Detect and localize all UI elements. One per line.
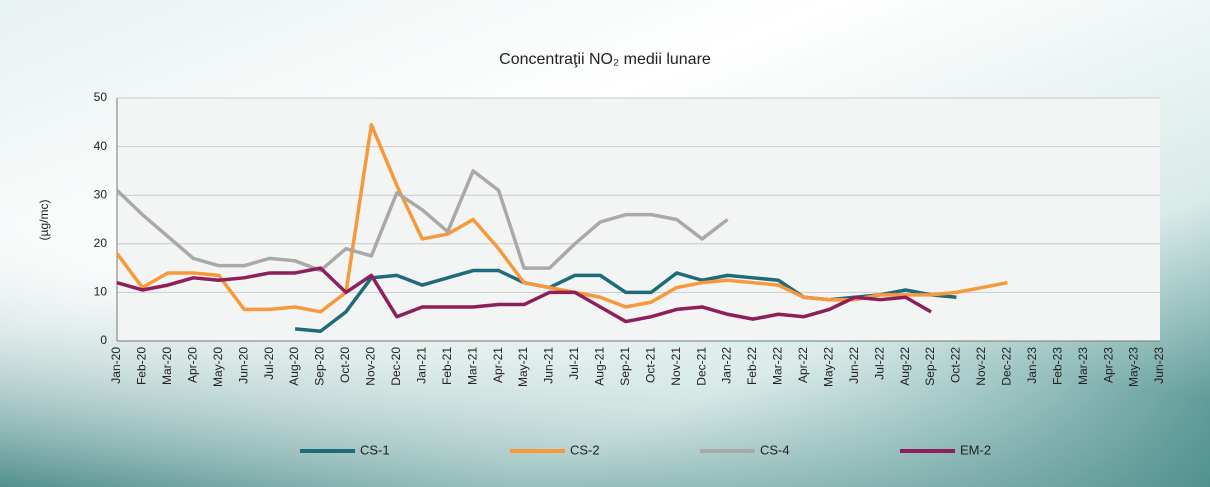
x-tick-label: Sep-20 (313, 347, 327, 386)
x-tick-label: Dec-22 (1000, 347, 1014, 386)
x-tick-label: Oct-22 (949, 347, 963, 383)
x-tick-label: Jun-21 (542, 347, 556, 384)
x-tick-label: Mar-23 (1076, 347, 1090, 385)
legend-label: CS-4 (760, 442, 790, 457)
x-tick-label: Apr-22 (796, 347, 810, 383)
x-tick-label: Jun-20 (236, 347, 250, 384)
x-tick-label: Dec-21 (694, 347, 708, 386)
x-tick-label: Nov-22 (974, 347, 988, 386)
x-tick-label: May-20 (211, 347, 225, 387)
x-tick-label: May-23 (1127, 347, 1141, 387)
series-line (116, 266, 932, 324)
x-tick-label: Jul-20 (262, 347, 276, 380)
x-tick-label: Aug-20 (287, 347, 301, 386)
x-tick-label: Apr-20 (185, 347, 199, 383)
series-line (115, 169, 729, 273)
x-tick-label: Jul-21 (567, 347, 581, 380)
y-tick-label: 20 (94, 236, 108, 250)
x-tick-label: Jul-22 (872, 347, 886, 380)
x-tick-label: Sep-22 (923, 347, 937, 386)
x-tick-label: Sep-21 (618, 347, 632, 386)
x-tick-label: May-22 (821, 347, 835, 387)
legend-label: CS-2 (570, 442, 600, 457)
plot-area (117, 98, 1160, 341)
x-tick-label: Aug-22 (898, 347, 912, 386)
x-tick-label: Nov-20 (364, 347, 378, 386)
x-tick-label: Feb-20 (135, 347, 149, 385)
x-tick-label: Oct-20 (338, 347, 352, 383)
legend-label: EM-2 (960, 442, 991, 457)
y-tick-label: 10 (94, 285, 108, 299)
chart-title: Concentraţii NO₂ medii lunare (499, 51, 711, 68)
x-tick-label: Feb-22 (745, 347, 759, 385)
y-tick-label: 30 (94, 187, 108, 201)
y-axis-label: (µg/mc) (37, 200, 51, 241)
x-tick-label: Apr-21 (491, 347, 505, 383)
x-tick-label: Mar-20 (160, 347, 174, 385)
y-tick-label: 40 (94, 139, 108, 153)
x-tick-label: Feb-21 (440, 347, 454, 385)
x-tick-label: Dec-20 (389, 347, 403, 386)
legend-label: CS-1 (360, 442, 390, 457)
x-tick-label: Jan-22 (720, 347, 734, 384)
x-tick-label: Nov-21 (669, 347, 683, 386)
x-tick-label: Jun-23 (1152, 347, 1166, 384)
x-tick-label: Jan-20 (109, 347, 123, 384)
x-tick-label: Apr-23 (1101, 347, 1115, 383)
x-tick-label: Jun-22 (847, 347, 861, 384)
x-tick-label: Feb-23 (1050, 347, 1064, 385)
x-tick-label: Jan-23 (1025, 347, 1039, 384)
x-tick-label: Jan-21 (414, 347, 428, 384)
y-tick-label: 50 (94, 90, 108, 104)
x-tick-label: Oct-21 (643, 347, 657, 383)
y-tick-label: 0 (100, 333, 107, 347)
x-tick-label: Aug-21 (593, 347, 607, 386)
x-tick-label: Mar-22 (771, 347, 785, 385)
x-tick-label: Mar-21 (465, 347, 479, 385)
x-tick-label: May-21 (516, 347, 530, 387)
